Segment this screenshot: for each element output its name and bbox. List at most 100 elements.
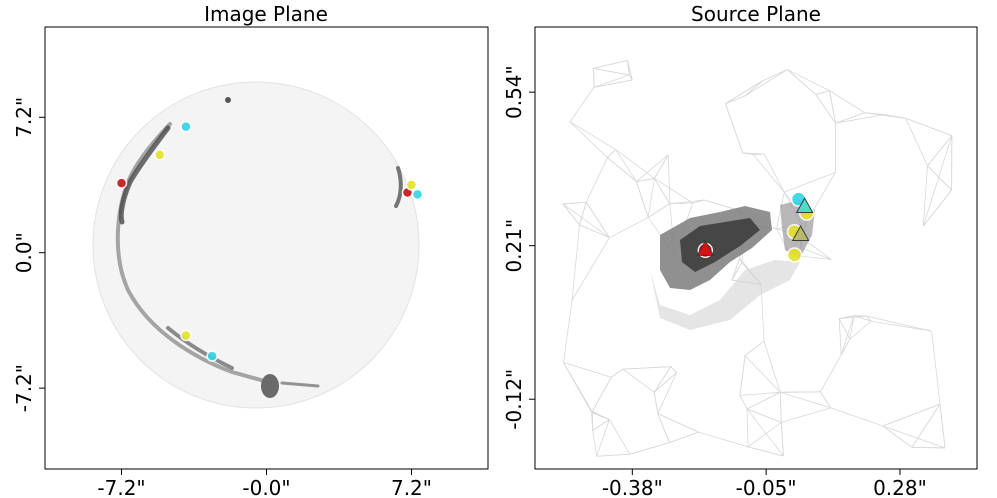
mesh-edge (596, 453, 630, 457)
mesh-edge (911, 446, 946, 449)
x-tick-label: -0.0" (242, 476, 290, 498)
yellow-point (180, 329, 192, 342)
cyan-point (180, 120, 192, 133)
mesh-edge (636, 154, 669, 182)
source-plane-points (696, 191, 815, 263)
mesh-edge (746, 408, 782, 423)
mesh-edge (746, 408, 749, 447)
mesh-edge (905, 117, 952, 137)
x-tick-label: -0.38" (602, 476, 663, 498)
mesh-edge (820, 354, 842, 392)
mesh-edge (764, 153, 785, 193)
mesh-edge (744, 355, 781, 393)
mesh-edge (739, 258, 743, 263)
mesh-edge (571, 237, 610, 301)
mesh-edge (731, 258, 741, 281)
mesh-edge (815, 90, 830, 95)
mesh-edge (653, 366, 672, 393)
mesh-edge (670, 366, 677, 373)
lensed-arc-left (115, 122, 270, 384)
top-blob (225, 97, 231, 103)
mesh-edge (657, 413, 699, 433)
x-tick-label: 7.2" (391, 476, 432, 498)
mesh-edge (830, 407, 883, 427)
mesh-edge (744, 80, 763, 97)
mesh-edge (787, 69, 817, 95)
bottom-tail (280, 381, 320, 388)
mesh-edge (636, 181, 649, 218)
mesh-edge (653, 372, 677, 393)
mesh-edge (609, 217, 649, 239)
yellow-triangle (791, 225, 810, 241)
mesh-edge (838, 318, 842, 355)
mesh-edge (871, 320, 932, 332)
mesh-edge (585, 157, 608, 203)
mesh-edge (629, 442, 670, 455)
mesh-edge (763, 340, 781, 393)
mesh-edge (882, 425, 913, 448)
mesh-edge (922, 135, 953, 227)
mesh-edge (585, 202, 610, 238)
mesh-edge (911, 403, 941, 448)
yellow-point (154, 149, 166, 161)
mesh-edge (667, 154, 671, 204)
yellow-point (786, 247, 803, 263)
mesh-edge (746, 391, 781, 410)
red-triangle (696, 239, 715, 256)
cyan-triangle (795, 197, 814, 214)
mesh-edge (579, 202, 587, 226)
mesh-edge (840, 338, 851, 356)
x-tick-label: 0.28" (873, 476, 927, 498)
bottom-blob (261, 374, 279, 398)
mesh-edge (647, 178, 655, 218)
mesh-edge (648, 203, 671, 218)
mesh-edge (698, 431, 749, 448)
mesh-edge (562, 201, 587, 205)
mesh-edge (776, 192, 785, 229)
mesh-edge (882, 425, 946, 449)
mesh-edge (607, 157, 637, 182)
mesh-edge (654, 178, 671, 204)
mesh-edge (739, 355, 746, 396)
mesh-edge (866, 315, 932, 332)
mesh-edge (939, 404, 946, 449)
yellow-point (405, 179, 418, 191)
mesh-edge (927, 135, 953, 167)
mesh-edge (747, 446, 784, 457)
y-tick-label: -7.2" (12, 364, 36, 412)
y-tick-label: 7.2" (12, 97, 36, 138)
mesh-edge (562, 203, 610, 239)
mesh-edge (839, 315, 855, 320)
mesh-edge (779, 392, 782, 423)
source-plane-content (562, 59, 953, 457)
mesh-edge (569, 121, 608, 158)
mesh-edge (839, 315, 867, 320)
mesh-edge (744, 340, 765, 356)
mesh-edge (669, 199, 705, 205)
mesh-edge (747, 422, 782, 448)
mesh-edge (591, 412, 610, 420)
mesh-edge (569, 87, 595, 123)
mesh-edge (849, 320, 872, 340)
mesh-edge (669, 431, 699, 443)
mesh-edge (744, 69, 788, 97)
mesh-edge (752, 154, 785, 193)
mesh-edge (787, 69, 830, 91)
mesh-edge (725, 95, 745, 104)
mesh-edge (725, 80, 763, 104)
image-plane-content (92, 81, 424, 409)
mesh-edge (569, 121, 616, 150)
mesh-edge (800, 247, 832, 260)
image-plane-title: Image Plane (204, 2, 328, 26)
mesh-edge (927, 165, 952, 191)
cyan-point (411, 188, 424, 201)
mesh-edge (853, 315, 872, 322)
mesh-edge (563, 362, 592, 413)
lensed-arc-left-bright (118, 125, 171, 225)
source-mesh (562, 59, 953, 457)
x-tick-label: -7.2" (97, 476, 145, 498)
mesh-edge (669, 202, 693, 205)
mesh-edge (657, 413, 670, 443)
mesh-edge (592, 430, 598, 457)
mesh-edge (615, 149, 655, 179)
